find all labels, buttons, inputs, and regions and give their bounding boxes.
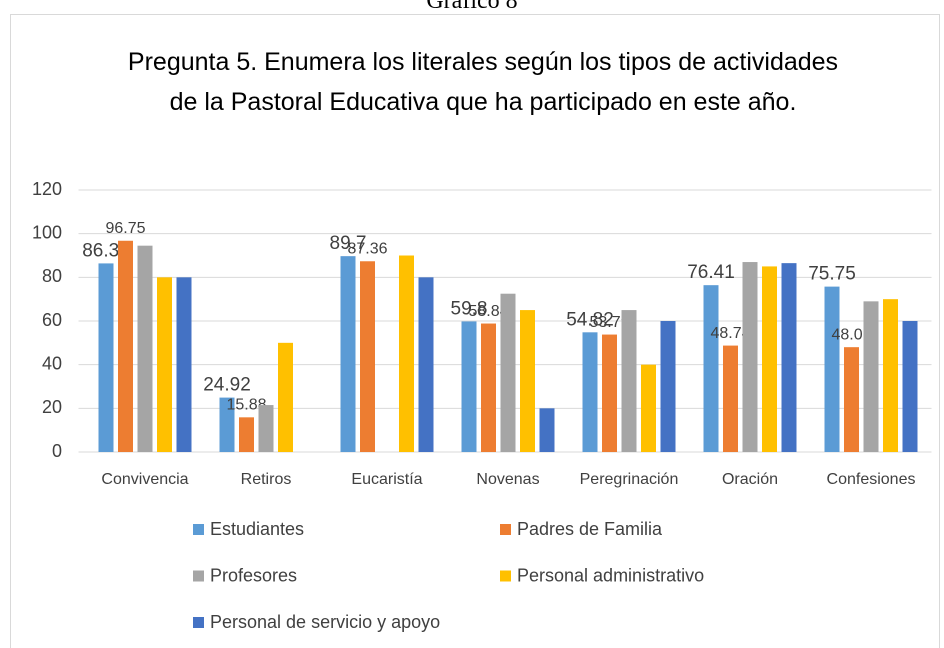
bar	[157, 277, 172, 452]
data-label: 76.41	[687, 262, 735, 283]
data-label: 59.8	[451, 298, 488, 319]
legend-label: Estudiantes	[210, 519, 304, 539]
x-tick-label: Novenas	[476, 471, 539, 488]
bar	[582, 332, 598, 452]
data-label: 48.74	[710, 325, 750, 342]
bar	[239, 417, 254, 452]
data-label: 87.36	[347, 240, 387, 257]
legend-label: Padres de Familia	[517, 519, 663, 539]
bar	[340, 256, 356, 452]
legend-swatch	[500, 524, 511, 535]
bar	[500, 293, 516, 452]
bar	[641, 364, 656, 452]
data-label: 48.01	[831, 326, 871, 343]
data-label: 53.79	[589, 314, 629, 331]
bar	[278, 342, 293, 452]
bar	[219, 397, 235, 452]
legend-swatch	[193, 524, 204, 535]
bar	[762, 266, 777, 452]
y-tick-label: 120	[32, 179, 62, 199]
bar	[118, 240, 133, 452]
x-tick-label: Convivencia	[101, 471, 188, 488]
y-tick-label: 60	[42, 310, 62, 330]
bar	[399, 255, 414, 452]
data-label: 24.92	[203, 375, 251, 396]
x-tick-label: Eucaristía	[351, 471, 422, 488]
bar	[418, 277, 434, 452]
legend-swatch	[193, 570, 204, 582]
bar	[781, 263, 797, 452]
bar	[883, 299, 898, 452]
data-label: 15.88	[226, 397, 266, 414]
data-label: 58.84	[468, 303, 508, 320]
bar	[703, 285, 719, 452]
legend-label: Personal administrativo	[517, 565, 704, 585]
x-tick-label: Peregrinación	[580, 471, 679, 488]
bar	[520, 310, 535, 452]
bar	[176, 277, 192, 452]
bar	[461, 321, 477, 452]
legend-swatch	[193, 617, 204, 628]
bar	[360, 261, 375, 452]
data-label: 54.82	[566, 309, 614, 330]
y-tick-label: 40	[42, 353, 62, 373]
data-label: 75.75	[808, 264, 856, 285]
y-tick-label: 100	[32, 222, 62, 242]
y-tick-label: 0	[52, 441, 62, 461]
legend-label: Personal de servicio y apoyo	[210, 612, 440, 632]
bar	[742, 262, 758, 452]
x-tick-label: Oración	[722, 471, 778, 488]
data-label: 89.7	[330, 233, 367, 254]
bar	[481, 323, 496, 452]
bar	[602, 334, 617, 452]
y-tick-label: 80	[42, 266, 62, 286]
bar	[902, 321, 918, 452]
bar	[863, 301, 879, 452]
x-tick-label: Retiros	[241, 471, 292, 488]
bar	[137, 245, 153, 452]
data-label: 96.75	[105, 220, 145, 237]
bar	[723, 345, 738, 452]
bar	[824, 286, 840, 452]
bar	[660, 321, 676, 452]
bar	[98, 263, 114, 452]
y-tick-label: 20	[42, 397, 62, 417]
caption: Gráfico 8	[426, 0, 518, 14]
data-label: 86.38	[82, 240, 130, 261]
legend-label: Profesores	[210, 565, 297, 585]
chart-title: Pregunta 5. Enumera los literales según …	[127, 48, 839, 116]
bar	[539, 408, 555, 452]
bar	[621, 310, 637, 452]
x-tick-label: Confesiones	[827, 471, 916, 488]
bar	[844, 347, 859, 452]
legend-swatch	[500, 570, 511, 582]
bar	[258, 405, 274, 452]
